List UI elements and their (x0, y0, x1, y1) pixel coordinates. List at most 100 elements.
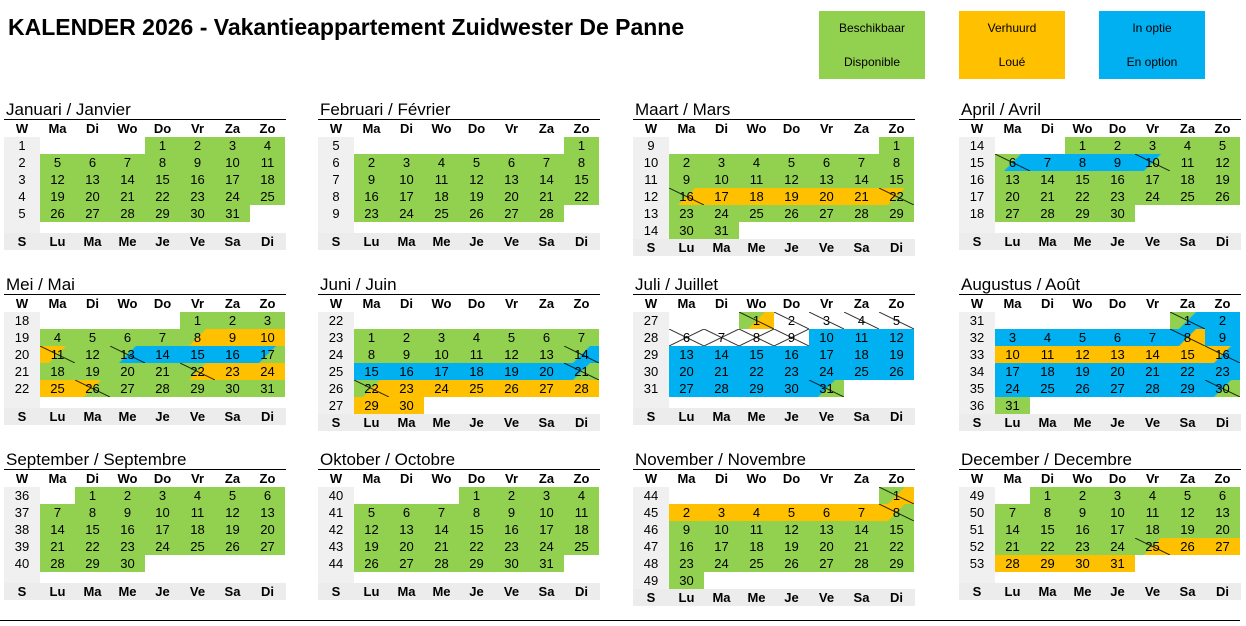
day-cell: 1 (879, 487, 914, 504)
week-number: 19 (4, 329, 40, 346)
day-cell: 26 (75, 380, 110, 397)
week-number: 30 (633, 363, 669, 380)
week-row: 29 13 14 15 16 17 18 19 (633, 346, 915, 363)
weekday-header: Do (782, 296, 801, 311)
day-number: 3 (402, 155, 411, 170)
day-cell: 9 (774, 329, 809, 346)
empty-cell (40, 572, 75, 583)
day-number: 15 (889, 172, 904, 187)
month-block: September / Septembre W Ma Di Wo Do Vr Za Zo 36 1 2… (4, 450, 286, 600)
day-number: 6 (1113, 330, 1122, 345)
day-cell: 3 (1135, 137, 1170, 154)
day-cell: 2 (180, 137, 215, 154)
day-cell: 7 (844, 154, 879, 171)
day-cell: 6 (250, 487, 285, 504)
day-number: 3 (542, 488, 551, 503)
week-row (959, 222, 1241, 233)
day-number: 22 (1040, 539, 1055, 554)
weekday-header: Wo (1072, 296, 1093, 311)
empty-cell (354, 222, 389, 233)
weekday-header: Za (1179, 471, 1196, 486)
day-cell: 13 (494, 171, 529, 188)
week-column-header: W (4, 120, 40, 137)
day-number: 26 (50, 206, 65, 221)
week-column-header: W (959, 470, 995, 487)
week-column-header: W (318, 470, 354, 487)
weekday-header: Ma (1038, 234, 1057, 249)
day-cell: 10 (389, 171, 424, 188)
day-cell: 18 (459, 363, 494, 380)
day-number: 5 (1078, 330, 1087, 345)
day-cell: 30 (669, 222, 704, 239)
weekday-header: Di (86, 471, 99, 486)
day-number: 24 (714, 206, 729, 221)
day-number: 16 (504, 522, 519, 537)
empty-cell (1030, 222, 1065, 233)
day-cell: 9 (1100, 154, 1135, 171)
day-cell: 19 (879, 346, 914, 363)
weekday-header: Za (538, 296, 555, 311)
day-number: 22 (1180, 364, 1195, 379)
day-number: 6 (682, 330, 691, 345)
week-number (959, 572, 995, 583)
day-number: 27 (819, 556, 834, 571)
day-cell: 8 (739, 329, 774, 346)
day-number: 9 (193, 155, 202, 170)
day-number: 13 (539, 347, 554, 362)
day-cell: 17 (704, 188, 739, 205)
empty-cell (250, 205, 285, 222)
day-number: 24 (260, 364, 275, 379)
week-row: 44 26 27 28 29 30 31 (318, 555, 600, 572)
week-number (4, 572, 40, 583)
day-number: 11 (749, 172, 764, 187)
empty-cell (809, 137, 844, 154)
day-cell: 9 (354, 171, 389, 188)
weekday-header: Za (538, 121, 555, 136)
day-cell: 17 (1100, 521, 1135, 538)
day-number: 6 (542, 330, 551, 345)
day-cell: 7 (1135, 329, 1170, 346)
weekday-header: Lu (678, 590, 695, 605)
day-number: 7 (437, 505, 446, 520)
day-cell: 15 (564, 171, 599, 188)
week-row: 14 30 31 (633, 222, 915, 239)
week-row: 36 31 (959, 397, 1241, 414)
day-cell: 2 (1065, 487, 1100, 504)
week-row (4, 397, 286, 408)
empty-cell (879, 397, 914, 408)
day-cell: 13 (669, 346, 704, 363)
week-number: 16 (959, 171, 995, 188)
day-number: 25 (1040, 381, 1055, 396)
day-number: 27 (1005, 206, 1020, 221)
day-cell: 28 (424, 555, 459, 572)
day-number: 16 (784, 347, 799, 362)
week-number: 14 (959, 137, 995, 154)
day-number: 19 (225, 522, 240, 537)
day-number: 27 (679, 381, 694, 396)
day-number: 2 (123, 488, 132, 503)
empty-cell (40, 137, 75, 154)
day-number: 25 (854, 364, 869, 379)
day-cell: 11 (459, 346, 494, 363)
empty-cell (215, 572, 250, 583)
weekday-header: Wo (117, 471, 138, 486)
empty-cell (739, 137, 774, 154)
week-row: 48 23 24 25 26 27 28 29 (633, 555, 915, 572)
day-number: 10 (225, 155, 240, 170)
week-number: 40 (4, 555, 40, 572)
week-column-header: W (959, 295, 995, 312)
day-cell: 22 (879, 188, 914, 205)
weekday-header: Do (467, 121, 486, 136)
day-number: 12 (1075, 347, 1090, 362)
weekday-header: Ve (818, 590, 835, 605)
week-column-header: W (959, 120, 995, 137)
empty-cell (809, 397, 844, 408)
day-number: 4 (472, 330, 481, 345)
day-cell: 12 (1205, 154, 1240, 171)
day-cell: 3 (809, 312, 844, 329)
day-cell: 28 (40, 555, 75, 572)
weekday-header-row: W Ma Di Wo Do Vr Za Zo (633, 120, 915, 137)
week-number: 42 (318, 521, 354, 538)
week-row: 38 14 15 16 17 18 19 20 (4, 521, 286, 538)
day-cell: 29 (180, 380, 215, 397)
